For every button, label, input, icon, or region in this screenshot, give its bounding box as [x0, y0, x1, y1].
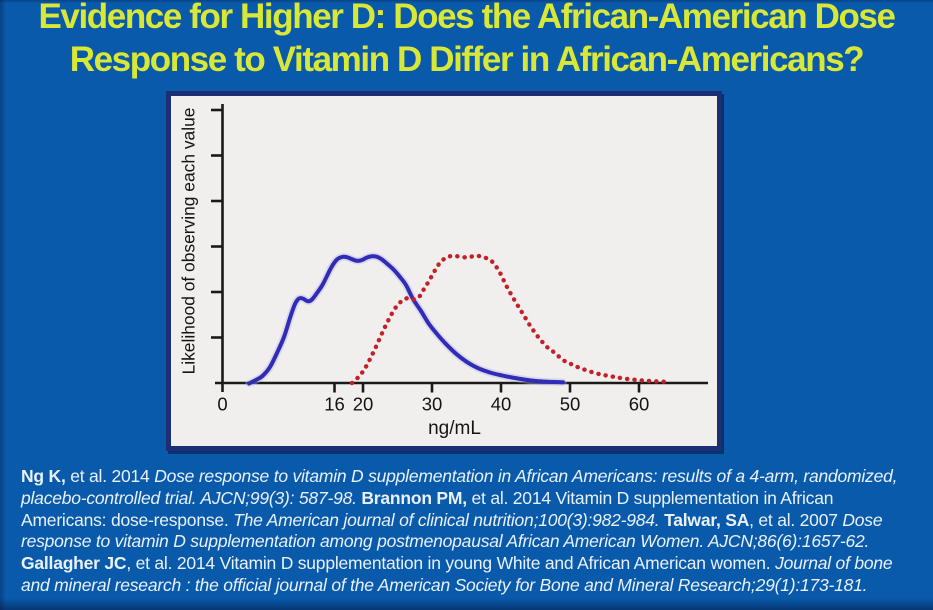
svg-text:16: 16	[324, 394, 345, 415]
svg-text:50: 50	[560, 394, 581, 415]
svg-text:60: 60	[629, 394, 650, 415]
svg-text:Likelihood of observing each v: Likelihood of observing each value	[179, 108, 199, 375]
svg-text:0: 0	[217, 394, 227, 415]
svg-text:40: 40	[491, 394, 512, 415]
svg-text:30: 30	[422, 394, 443, 415]
svg-text:ng/mL: ng/mL	[428, 418, 481, 439]
svg-text:20: 20	[353, 394, 374, 415]
